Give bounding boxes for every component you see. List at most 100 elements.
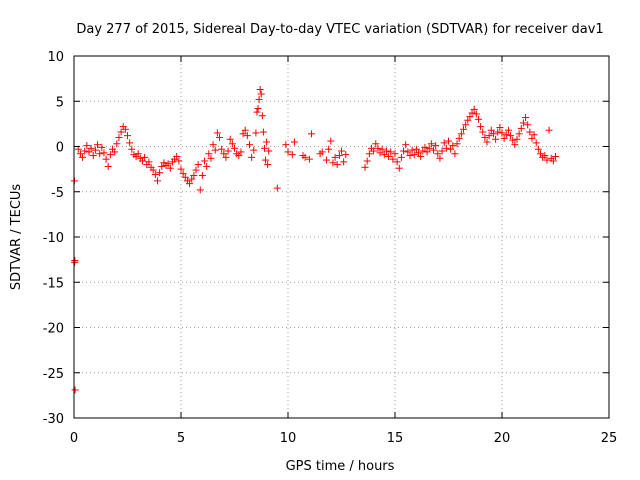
data-point: [282, 141, 290, 149]
data-point: [231, 144, 238, 152]
data-point: [528, 134, 536, 142]
data-point: [412, 145, 420, 153]
data-point: [395, 164, 403, 172]
data-point: [177, 165, 185, 173]
data-point: [487, 126, 495, 134]
data-point: [410, 151, 418, 159]
data-point: [397, 153, 405, 161]
data-point: [71, 257, 79, 265]
data-point: [489, 130, 497, 138]
data-point: [259, 128, 267, 136]
data-point: [308, 130, 316, 138]
data-point: [237, 148, 245, 156]
x-tick-label: 20: [494, 431, 511, 446]
data-point: [301, 153, 309, 161]
data-point: [430, 146, 438, 154]
data-point: [470, 105, 478, 113]
data-point: [455, 134, 463, 142]
data-point: [440, 139, 448, 147]
data-point: [524, 121, 532, 129]
data-point: [124, 132, 131, 140]
data-point: [504, 126, 512, 134]
data-point: [447, 145, 455, 153]
data-point: [173, 152, 181, 160]
data-point: [483, 138, 491, 146]
data-point: [96, 150, 104, 158]
data-point: [468, 109, 476, 117]
data-point: [329, 159, 337, 167]
data-point: [335, 152, 343, 160]
data-point: [331, 153, 339, 161]
data-point: [128, 145, 136, 153]
data-point: [166, 164, 174, 172]
data-point: [102, 155, 110, 163]
data-point: [432, 142, 440, 150]
data-point: [264, 161, 272, 169]
data-point: [549, 157, 557, 165]
data-point: [263, 138, 271, 146]
data-point: [522, 114, 530, 122]
data-point: [372, 140, 380, 148]
data-point: [252, 129, 260, 137]
data-point: [138, 157, 146, 165]
x-tick-label: 25: [601, 431, 618, 446]
data-point: [111, 148, 119, 156]
x-tick-label: 10: [280, 431, 297, 446]
data-point: [472, 110, 480, 118]
data-point: [537, 150, 545, 158]
y-tick-label: -25: [43, 367, 64, 382]
data-point: [94, 141, 102, 149]
data-point: [81, 147, 89, 155]
data-point: [222, 153, 230, 161]
data-point: [438, 147, 446, 155]
axis-ticks: 0 5 10 15 20 25 10 5 0 -5 -10 -15 -20 -25 -30: [43, 50, 618, 446]
data-point: [151, 171, 159, 179]
data-point: [121, 125, 129, 133]
data-point: [457, 130, 465, 138]
data-point: [507, 132, 515, 140]
data-point: [415, 149, 423, 157]
y-tick-label: -30: [43, 412, 64, 427]
data-point: [153, 177, 161, 185]
data-point: [79, 153, 87, 161]
data-point: [164, 160, 172, 168]
data-point: [378, 145, 386, 153]
data-point: [449, 142, 457, 150]
data-point: [196, 186, 204, 194]
data-point: [459, 125, 467, 133]
data-point: [273, 184, 281, 192]
y-tick-label: -20: [43, 322, 64, 337]
data-point: [104, 162, 112, 170]
data-point: [479, 128, 487, 136]
data-point: [262, 156, 270, 164]
data-point: [417, 152, 425, 160]
data-point: [115, 133, 123, 141]
y-axis-title: SDTVAR / TECUs: [9, 184, 24, 291]
data-point: [494, 128, 502, 136]
chart-title: Day 277 of 2015, Sidereal Day-to-day VTE…: [76, 22, 603, 37]
data-point: [502, 131, 510, 139]
data-point: [532, 139, 540, 147]
data-point: [141, 153, 149, 161]
data-point: [228, 140, 236, 148]
data-point: [113, 140, 121, 148]
data-point: [290, 138, 298, 146]
data-point: [149, 166, 157, 174]
data-point: [526, 128, 534, 136]
y-tick-label: -10: [43, 231, 64, 246]
data-point: [213, 129, 221, 137]
y-tick-label: -15: [43, 276, 64, 291]
data-point: [498, 129, 506, 137]
data-point: [382, 147, 390, 155]
y-tick-label: 0: [56, 141, 64, 156]
x-tick-label: 0: [70, 431, 78, 446]
data-point: [477, 123, 485, 131]
data-point: [511, 141, 519, 149]
data-point: [393, 158, 401, 166]
data-point: [423, 148, 431, 156]
data-point: [464, 116, 472, 124]
y-tick-label: 5: [56, 95, 64, 110]
data-point: [235, 152, 243, 160]
data-point: [241, 126, 249, 134]
